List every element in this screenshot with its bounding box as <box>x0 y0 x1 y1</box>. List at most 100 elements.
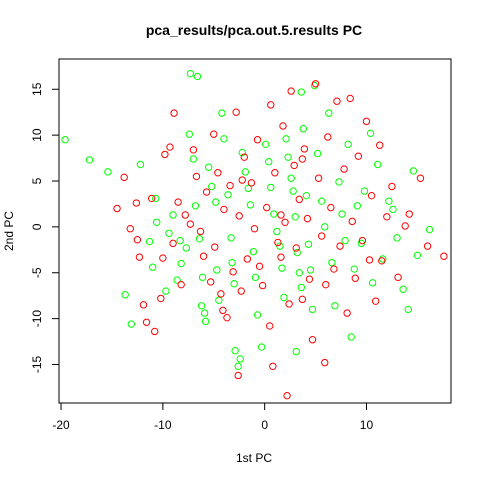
data-point <box>249 247 258 256</box>
data-point <box>243 255 252 263</box>
data-point <box>297 283 306 292</box>
data-point <box>340 165 348 173</box>
data-point <box>325 109 333 117</box>
data-point <box>238 176 246 184</box>
data-point <box>308 305 317 314</box>
data-point <box>371 297 380 305</box>
x-tick-label: -10 <box>154 418 172 432</box>
data-point <box>347 333 355 341</box>
data-point <box>220 205 228 214</box>
data-point <box>182 244 190 252</box>
data-point <box>379 255 387 263</box>
data-point <box>351 274 359 282</box>
data-point <box>212 198 220 206</box>
data-point <box>287 174 295 182</box>
data-point <box>270 210 278 218</box>
data-point <box>276 242 284 250</box>
data-point <box>413 251 422 260</box>
data-point <box>266 322 274 330</box>
data-point <box>229 268 237 276</box>
data-point <box>333 97 341 105</box>
data-point <box>201 317 210 326</box>
data-point <box>219 306 227 315</box>
data-point <box>321 358 329 367</box>
data-point <box>211 243 219 251</box>
data-point <box>241 168 250 176</box>
data-point <box>226 181 234 190</box>
x-axis-label: 1st PC <box>236 451 272 465</box>
data-point <box>404 305 412 314</box>
data-point <box>159 254 167 262</box>
y-axis: -15 -10 -5 0 5 10 15 <box>30 82 59 373</box>
data-point <box>383 213 391 221</box>
data-point <box>336 242 344 250</box>
chart-title: pca_results/pca.out.5.results PC <box>146 22 362 38</box>
data-point <box>280 293 288 302</box>
data-point <box>300 145 309 153</box>
data-point <box>258 281 267 290</box>
data-point <box>208 182 216 191</box>
data-point <box>277 253 285 261</box>
data-point <box>299 125 308 133</box>
data-point <box>104 168 112 176</box>
data-point <box>365 256 374 264</box>
data-point <box>366 129 375 138</box>
data-point <box>308 336 317 344</box>
data-point <box>265 158 273 166</box>
x-tick-label: -20 <box>52 418 70 432</box>
data-point <box>210 130 218 138</box>
data-point <box>237 287 245 295</box>
data-point <box>193 72 202 81</box>
data-point <box>310 81 319 90</box>
data-point <box>343 309 351 317</box>
x-tick-label: 10 <box>360 418 374 432</box>
data-point <box>135 253 144 261</box>
data-point <box>277 211 285 219</box>
data-point <box>358 236 367 245</box>
data-point <box>231 347 239 355</box>
y-tick-label: 0 <box>30 223 44 230</box>
data-point <box>284 153 292 161</box>
data-point <box>409 167 418 175</box>
data-point <box>271 169 279 177</box>
data-point <box>213 266 221 274</box>
data-point <box>202 188 211 196</box>
data-point <box>217 290 225 298</box>
data-point <box>255 262 264 271</box>
data-point <box>234 362 242 371</box>
data-point <box>322 280 330 289</box>
data-point <box>197 302 206 310</box>
data-point <box>423 242 432 250</box>
data-point <box>170 109 178 117</box>
data-point <box>401 222 409 230</box>
data-point <box>378 257 386 265</box>
data-point <box>327 203 335 212</box>
data-point <box>350 265 358 273</box>
data-point <box>313 149 322 158</box>
data-point <box>223 313 231 322</box>
data-point <box>173 276 181 284</box>
data-point <box>120 173 128 182</box>
data-point <box>250 225 259 233</box>
data-point <box>282 135 290 143</box>
data-point <box>257 343 266 351</box>
data-point <box>295 269 303 277</box>
data-point <box>152 194 160 203</box>
data-point <box>305 275 314 283</box>
data-point <box>341 236 349 245</box>
data-point <box>224 191 232 199</box>
data-point <box>151 327 159 336</box>
data-point <box>330 265 338 273</box>
data-point <box>279 122 287 130</box>
data-point <box>207 278 215 286</box>
data-point <box>302 191 311 200</box>
data-point <box>298 295 307 304</box>
data-point <box>218 109 226 117</box>
data-point <box>317 197 326 205</box>
data-point <box>269 362 277 371</box>
data-point <box>166 143 174 151</box>
data-point <box>416 174 425 182</box>
x-axis: -20 -10 0 10 <box>52 403 373 432</box>
data-point <box>227 234 235 242</box>
data-point <box>253 136 262 144</box>
